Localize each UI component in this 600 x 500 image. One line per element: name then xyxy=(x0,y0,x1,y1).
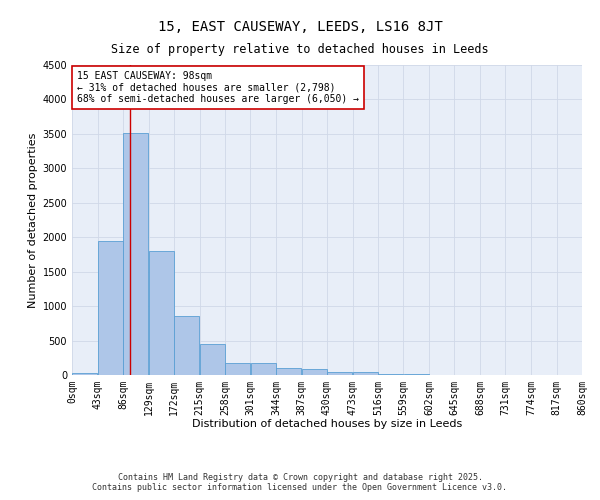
Text: 15 EAST CAUSEWAY: 98sqm
← 31% of detached houses are smaller (2,798)
68% of semi: 15 EAST CAUSEWAY: 98sqm ← 31% of detache… xyxy=(77,71,359,104)
Text: Size of property relative to detached houses in Leeds: Size of property relative to detached ho… xyxy=(111,42,489,56)
Bar xyxy=(72,373,97,375)
Bar xyxy=(200,344,225,375)
Bar xyxy=(98,240,123,375)
Bar xyxy=(327,372,352,375)
Bar xyxy=(123,132,148,375)
Bar xyxy=(251,364,276,375)
Bar xyxy=(353,372,378,375)
Text: Contains HM Land Registry data © Crown copyright and database right 2025.
Contai: Contains HM Land Registry data © Crown c… xyxy=(92,473,508,492)
X-axis label: Distribution of detached houses by size in Leeds: Distribution of detached houses by size … xyxy=(192,420,462,430)
Bar xyxy=(149,251,174,375)
Bar xyxy=(302,370,327,375)
Bar xyxy=(404,374,429,375)
Bar xyxy=(225,363,250,375)
Bar xyxy=(174,316,199,375)
Y-axis label: Number of detached properties: Number of detached properties xyxy=(28,132,38,308)
Bar xyxy=(378,374,403,375)
Bar xyxy=(276,368,301,375)
Text: 15, EAST CAUSEWAY, LEEDS, LS16 8JT: 15, EAST CAUSEWAY, LEEDS, LS16 8JT xyxy=(158,20,442,34)
